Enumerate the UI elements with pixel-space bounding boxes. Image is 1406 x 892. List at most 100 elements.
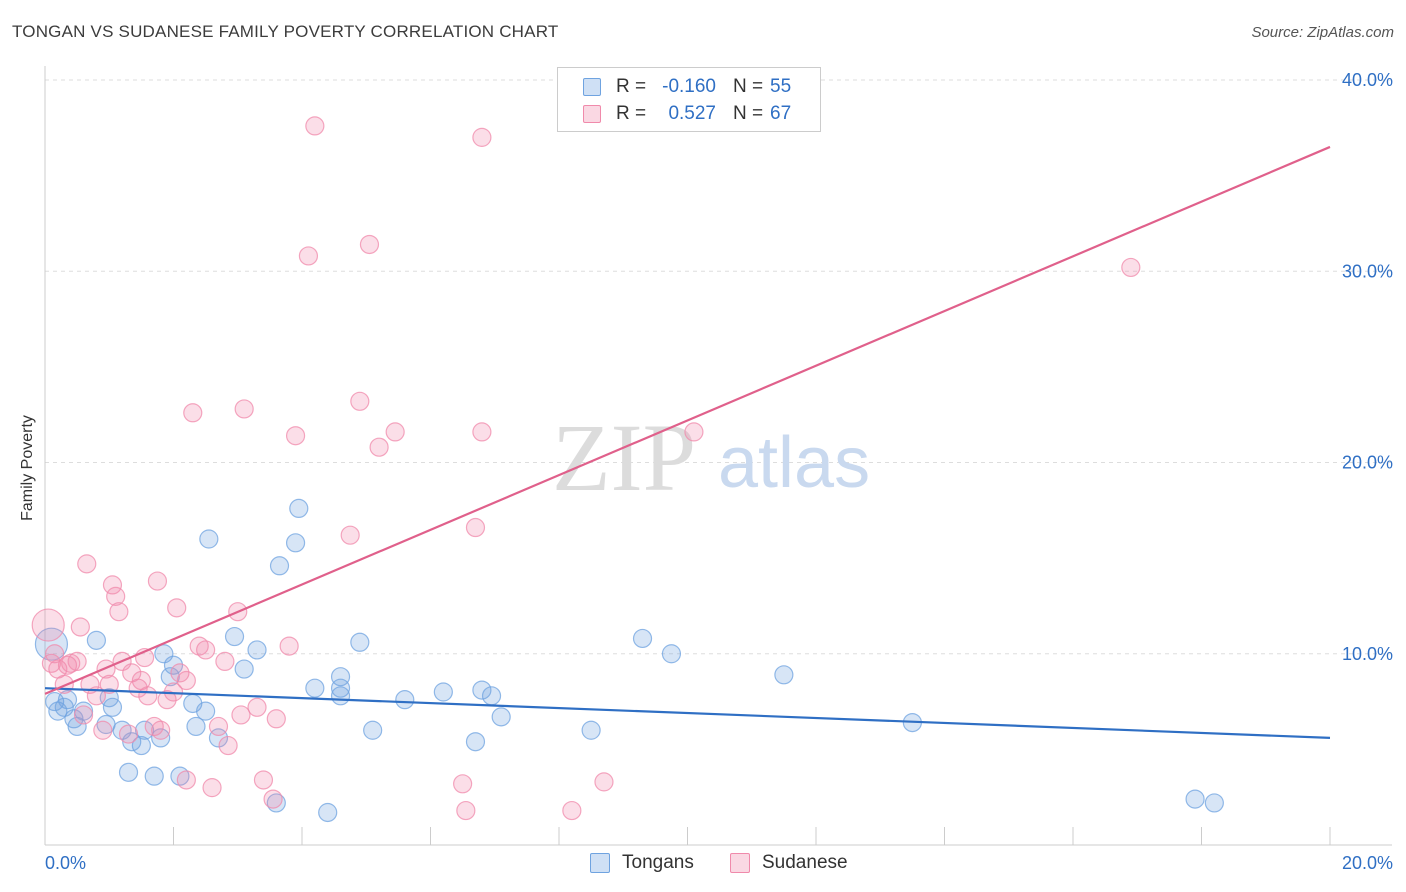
tongans-point — [102, 697, 123, 717]
sudanese-point — [138, 686, 158, 706]
sudanese-point — [73, 705, 94, 725]
sudanese-point — [279, 636, 299, 656]
tongans-point — [330, 686, 351, 706]
sudanese-point — [208, 716, 229, 737]
tongans-point — [247, 640, 267, 660]
tongans-point — [144, 766, 164, 786]
tongans-point — [186, 716, 206, 737]
watermark-atlas: atlas — [718, 423, 870, 503]
legend-swatch-tongans — [583, 78, 601, 96]
tongans-point — [433, 682, 453, 702]
tongans-point — [131, 735, 151, 756]
tongans-point — [86, 630, 107, 650]
sudanese-point — [147, 571, 168, 591]
sudanese-trend-line — [44, 145, 1331, 695]
sudanese-point — [57, 655, 78, 675]
sudanese-point — [118, 724, 139, 744]
legend-swatch-sudanese — [583, 105, 601, 123]
sudanese-point — [472, 422, 492, 442]
sudanese-point — [70, 617, 90, 637]
legend-n-label: N = — [733, 76, 764, 97]
tongans-point — [160, 667, 180, 687]
y-tick-label: 10.0% — [1342, 644, 1393, 664]
tongans-point — [199, 529, 219, 549]
sudanese-point — [472, 127, 492, 147]
sudanese-point — [456, 800, 476, 821]
chart-source: Source: ZipAtlas.com — [1251, 24, 1394, 41]
tongans-point — [472, 680, 492, 700]
tongans-point — [330, 667, 351, 687]
sudanese-point — [453, 774, 473, 794]
sudanese-point — [684, 422, 704, 442]
sudanese-point — [157, 690, 177, 710]
sudanese-point — [102, 575, 123, 595]
x-tick-label: 20.0% — [1342, 853, 1393, 873]
sudanese-point — [176, 670, 196, 691]
axes — [44, 66, 1392, 846]
trend-lines — [44, 145, 1331, 739]
tongans-point — [1204, 793, 1224, 813]
legend-n-label: N = — [733, 103, 764, 124]
data-points — [31, 116, 1224, 823]
sudanese-point — [285, 426, 306, 446]
y-tick-label: 30.0% — [1342, 261, 1393, 281]
sudanese-point — [359, 234, 380, 255]
tongans-point — [151, 728, 171, 748]
sudanese-point — [106, 586, 126, 606]
sudanese-point — [202, 778, 222, 798]
sudanese-point — [231, 705, 251, 725]
bottom-legend-swatch-sudanese — [730, 853, 750, 873]
sudanese-point — [196, 640, 216, 660]
sudanese-point — [298, 246, 319, 266]
sudanese-point — [67, 651, 87, 672]
sudanese-point — [167, 598, 187, 618]
tongans-point — [269, 556, 290, 576]
legend-r-value: 0.527 — [668, 103, 716, 124]
chart-title: TONGAN VS SUDANESE FAMILY POVERTY CORREL… — [12, 22, 559, 41]
sudanese-point — [54, 674, 74, 694]
legend-r-label: R = — [616, 76, 647, 97]
bottom-legend-swatch-tongans — [590, 853, 610, 873]
legend-row-tongans: R = -0.160 N = 55 — [558, 74, 820, 100]
tongans-point — [581, 720, 601, 740]
sudanese-point — [263, 789, 283, 809]
x-tick-label: 0.0% — [45, 853, 86, 873]
tongans-point — [632, 628, 653, 649]
legend-r-value: -0.160 — [662, 76, 716, 97]
sudanese-point — [215, 651, 235, 672]
sudanese-point — [77, 554, 97, 574]
legend-n-value: 55 — [770, 76, 792, 97]
tongans-point — [318, 802, 338, 823]
sudanese-point — [594, 772, 614, 792]
tongans-trend-line — [44, 687, 1331, 739]
sudanese-point — [562, 800, 582, 821]
legend-r-label: R = — [616, 103, 647, 124]
tongans-point — [234, 659, 254, 679]
sudanese-point — [266, 709, 286, 729]
bottom-legend-label-sudanese: Sudanese — [762, 852, 848, 873]
tongans-point — [395, 690, 415, 710]
sudanese-point — [45, 644, 65, 664]
correlation-legend: R = -0.160 N = 55 R = 0.527 N = 67 — [557, 67, 821, 132]
tongans-point — [305, 678, 325, 698]
sudanese-point — [1121, 257, 1141, 278]
sudanese-point — [305, 116, 325, 136]
sudanese-point — [31, 608, 65, 642]
sudanese-point — [99, 674, 119, 694]
sudanese-point — [350, 391, 370, 411]
bottom-legend-label-tongans: Tongans — [622, 852, 694, 873]
tongans-point — [481, 686, 502, 706]
sudanese-point — [253, 770, 274, 790]
tongans-point — [289, 498, 309, 518]
sudanese-point — [109, 602, 129, 622]
sudanese-point — [369, 437, 389, 457]
sudanese-point — [234, 399, 254, 419]
tongans-point — [285, 533, 306, 553]
tongans-point — [208, 728, 229, 748]
sudanese-point — [151, 720, 171, 740]
tongans-point — [196, 701, 216, 721]
y-tick-label: 20.0% — [1342, 453, 1393, 473]
tongans-point — [774, 665, 794, 685]
watermark: ZIP atlas — [552, 404, 870, 511]
tongans-point — [491, 707, 511, 727]
